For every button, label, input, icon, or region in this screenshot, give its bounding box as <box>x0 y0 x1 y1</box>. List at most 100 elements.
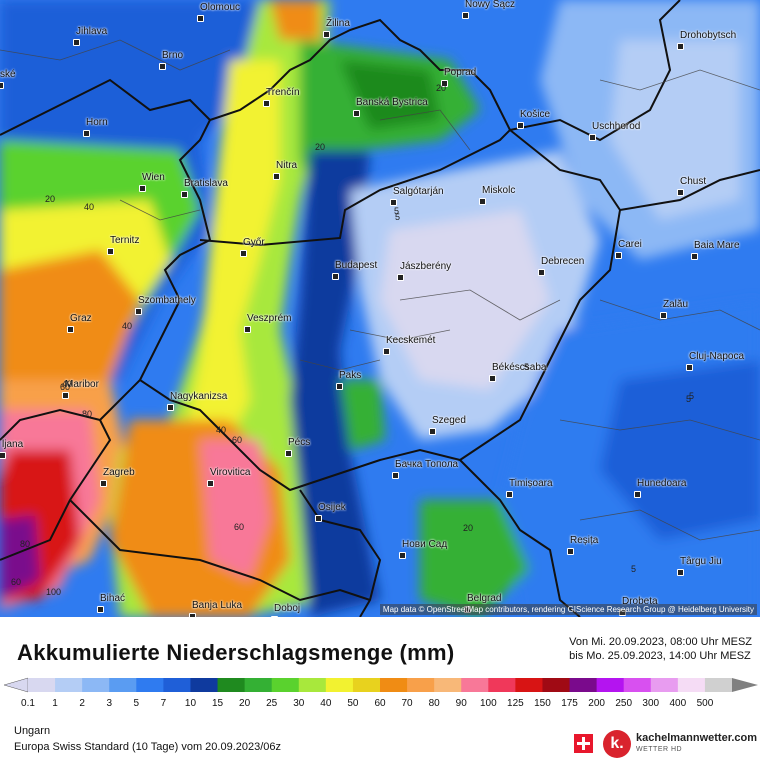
city-label: Debrecen <box>538 257 584 276</box>
city-marker-icon <box>181 191 188 198</box>
kachelmann-logo-icon[interactable]: k. <box>603 730 631 758</box>
swiss-flag-icon <box>574 734 593 753</box>
city-label: Virovitica <box>207 468 250 487</box>
city-marker-icon <box>62 392 69 399</box>
scale-swatch <box>244 678 273 692</box>
scale-swatch <box>677 678 706 692</box>
city-marker-icon <box>97 606 104 613</box>
scale-tick-label: 300 <box>642 698 660 709</box>
city-marker-icon <box>336 383 343 390</box>
city-label: Bratislava <box>181 179 228 198</box>
scale-swatch <box>650 678 679 692</box>
city-label: Zalău <box>660 300 688 319</box>
city-label: Banská Bystrica <box>353 98 428 117</box>
city-label: Jászberény <box>397 262 451 281</box>
contour-label: 60 <box>60 382 71 392</box>
city-label: Нови Сад <box>399 540 447 559</box>
city-marker-icon <box>240 250 247 257</box>
scale-max-arrow <box>732 678 758 692</box>
model-run-label: Europa Swiss Standard (10 Tage) vom 20.0… <box>14 741 282 753</box>
city-label: Bihać <box>97 594 125 613</box>
region-label: Ungarn <box>14 725 51 737</box>
city-marker-icon <box>107 248 114 255</box>
brand-name[interactable]: kachelmannwetter.com <box>636 732 758 744</box>
city-marker-icon <box>677 569 684 576</box>
city-marker-icon <box>677 43 684 50</box>
city-label: Osijek <box>315 503 346 522</box>
city-label: Nowy Sącz <box>462 0 515 19</box>
city-label: Maribor <box>62 380 99 399</box>
city-marker-icon <box>263 100 270 107</box>
city-marker-icon <box>392 472 399 479</box>
city-label: Szombathely <box>135 296 196 315</box>
city-label: Banja Luka <box>189 601 242 617</box>
scale-swatch <box>190 678 219 692</box>
city-marker-icon <box>83 130 90 137</box>
scale-tick-label: 0.1 <box>21 698 35 709</box>
city-marker-icon <box>315 515 322 522</box>
city-label: Târgu Jiu <box>677 557 722 576</box>
city-marker-icon <box>441 80 448 87</box>
scale-swatch <box>434 678 462 692</box>
city-label: Бачка Топола <box>392 460 458 479</box>
scale-swatch <box>596 678 625 692</box>
scale-tick-label: 3 <box>106 698 112 709</box>
contour-label: 5 <box>631 564 637 574</box>
scale-swatch <box>542 678 571 692</box>
scale-swatch <box>488 678 516 692</box>
city-marker-icon <box>67 326 74 333</box>
contour-label: 20 <box>463 523 474 533</box>
scale-tick-label: 125 <box>507 698 524 709</box>
city-marker-icon <box>615 252 622 259</box>
contour-label: 40 <box>122 321 133 331</box>
city-marker-icon <box>538 269 545 276</box>
city-marker-icon <box>332 273 339 280</box>
city-marker-icon <box>159 63 166 70</box>
contour-label: 60 <box>11 577 22 587</box>
city-marker-icon <box>244 326 251 333</box>
city-label: ljana <box>0 440 23 459</box>
city-marker-icon <box>285 450 292 457</box>
scale-swatch <box>515 678 543 692</box>
city-marker-icon <box>189 613 196 617</box>
city-label: Jihlava <box>73 27 107 46</box>
scale-tick-label: 175 <box>561 698 578 709</box>
contour-label: 5 <box>686 394 692 404</box>
scale-swatch <box>136 678 164 692</box>
contour-label: 5 <box>524 362 530 372</box>
city-marker-icon <box>135 308 142 315</box>
contour-label: 80 <box>20 539 31 549</box>
city-label: Paks <box>336 371 361 390</box>
city-label: Košice <box>517 110 550 129</box>
city-marker-icon <box>100 480 107 487</box>
city-marker-icon <box>323 31 330 38</box>
city-marker-icon <box>383 348 390 355</box>
contour-label: 40 <box>84 202 95 212</box>
city-label: Baia Mare <box>691 241 740 260</box>
city-label: Reșița <box>567 536 598 555</box>
contour-label: 20 <box>436 83 447 93</box>
city-marker-icon <box>397 274 404 281</box>
precipitation-field <box>0 0 760 617</box>
scale-swatch <box>704 678 733 692</box>
city-label: Žilina <box>323 19 350 38</box>
scale-tick-label: 2 <box>79 698 85 709</box>
scale-min-arrow <box>3 677 29 693</box>
period-from: Von Mi. 20.09.2023, 08:00 Uhr MESZ <box>569 636 752 648</box>
city-label: Poprad <box>441 68 476 87</box>
city-marker-icon <box>506 491 513 498</box>
city-label: Graz <box>67 314 92 333</box>
city-label: Ternitz <box>107 236 139 255</box>
scale-tick-label: 50 <box>347 698 359 709</box>
scale-tick-label: 150 <box>534 698 551 709</box>
contour-label: 5 <box>394 206 400 216</box>
contour-label: 20 <box>315 142 326 152</box>
city-marker-icon <box>273 173 280 180</box>
forecast-period: Von Mi. 20.09.2023, 08:00 Uhr MESZ bis M… <box>569 635 752 663</box>
city-label: Carei <box>615 240 642 259</box>
scale-tick-label: 5 <box>133 698 140 709</box>
scale-swatch <box>380 678 408 692</box>
scale-swatch <box>298 678 327 692</box>
scale-tick-label: 70 <box>401 698 413 709</box>
scale-swatch <box>461 678 489 692</box>
